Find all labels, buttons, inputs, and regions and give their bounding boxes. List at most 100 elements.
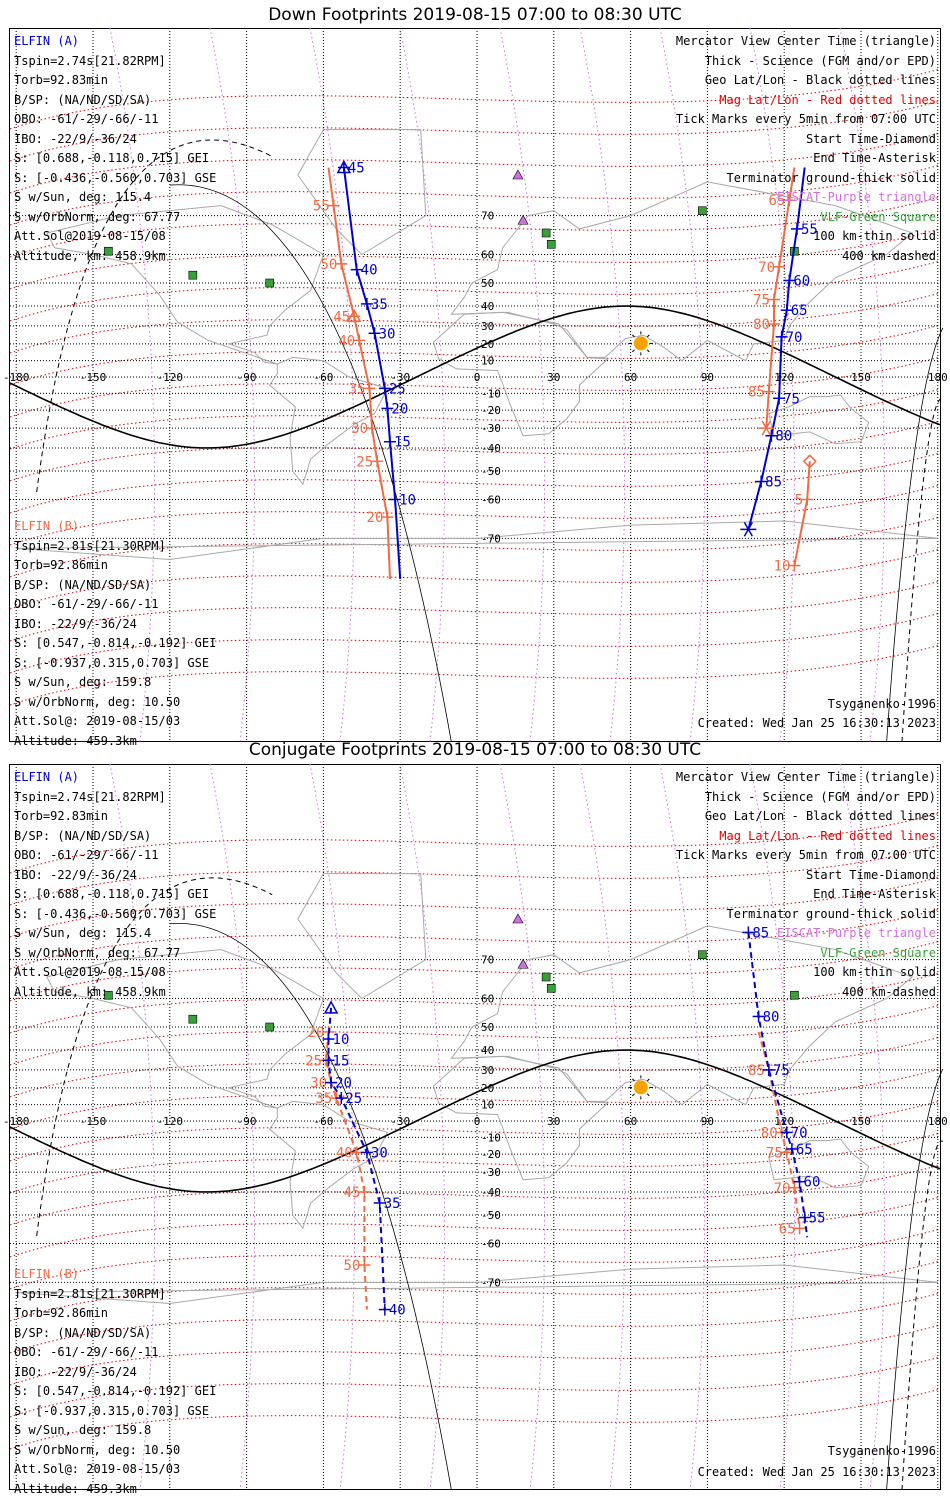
info-line: OBO: -61/-29/-66/-11	[14, 1345, 159, 1359]
lon-tick-label: -180	[3, 1115, 30, 1128]
info-line: Altitude, km: 458.9km	[14, 984, 166, 999]
lat-tick-label: 60	[481, 249, 494, 262]
tick-label: 45	[344, 1185, 361, 1201]
tick-label: 50	[320, 257, 337, 273]
mag-lat-line	[9, 100, 941, 162]
info-line: S w/OrbNorm, deg: 67.77	[14, 945, 181, 960]
info-line: S w/Sun, deg: 159.8	[14, 1423, 152, 1437]
info-line: S: [0.547,-0.814,-0.192] GEI	[14, 636, 217, 650]
vlf-square-icon	[790, 990, 799, 1000]
mag-lat-line	[9, 1164, 941, 1226]
tick-label: 45	[333, 309, 350, 325]
continent-outline	[46, 205, 325, 365]
mag-lat-line	[9, 876, 941, 938]
mag-lon-line	[499, 764, 546, 1490]
elfin-a-info-conjugate: ELFIN (A) Tspin=2.74s[21.82RPM] Torb=92.8…	[14, 768, 216, 1002]
info-line: OBO: -61/-29/-66/-11	[14, 597, 159, 611]
legend-item: Tick Marks every 5min from 07:00 UTC	[675, 112, 936, 126]
info-line: B/SP: (NA/ND/SD/SA)	[14, 92, 152, 107]
lon-tick-label: -120	[157, 1115, 184, 1128]
mag-lat-line	[9, 812, 941, 874]
tick-label: 85	[765, 475, 782, 491]
conjugate-footprint-map: -180 -150 -120 -90 -60 -30 0 30 60 90 120 150 180706…	[3, 764, 948, 1490]
terminator-line	[9, 305, 941, 449]
mag-lat-line	[9, 1100, 941, 1162]
info-line: Altitude, km: 458.9km	[14, 248, 166, 263]
elfin-b-info-down: ELFIN (B) Tspin=2.81s[21.30RPM] Torb=92.8…	[14, 517, 216, 751]
legend-item: Geo Lat/Lon - Black dotted lines	[704, 73, 936, 87]
sun-icon	[633, 336, 648, 351]
sun-ray	[646, 349, 650, 353]
sun-ray	[646, 1078, 650, 1082]
tick-label: 40	[336, 1145, 353, 1161]
lon-tick-label: 120	[774, 371, 794, 384]
lat-tick-label: -70	[481, 1276, 501, 1289]
elfin-a-info-down: ELFIN (A) Tspin=2.74s[21.82RPM] Torb=92.8…	[14, 32, 216, 266]
eiscat-triangle-icon	[512, 913, 524, 924]
vlf-square-icon	[104, 246, 113, 256]
mag-lon-line	[209, 28, 256, 742]
legend-item: Mag Lat/Lon - Red dotted lines	[719, 828, 936, 843]
info-line: Att.Sol@: 2019-08-15/03	[14, 714, 181, 728]
mag-grid	[9, 68, 941, 706]
continent-outline	[432, 311, 609, 437]
tick-label: 30	[310, 1076, 327, 1092]
lat-tick-label: 20	[481, 338, 494, 351]
map-frame	[9, 764, 941, 1490]
tick-label: 60	[793, 273, 810, 289]
tick-label: 75	[783, 391, 800, 407]
tick-label: 65	[791, 303, 808, 319]
lat-tick-label: 70	[481, 954, 494, 967]
continent-outline	[297, 873, 427, 1000]
legend-item: 100 km-thin solid	[813, 229, 936, 243]
lon-tick-label: 30	[547, 1115, 560, 1128]
mag-lat-line	[9, 452, 941, 514]
vlf-square-icon	[546, 240, 556, 249]
info-line: Tspin=2.74s[21.82RPM]	[14, 789, 166, 804]
vlf-square-icon	[541, 228, 551, 238]
info-line: Tspin=2.81s[21.30RPM]	[14, 1286, 166, 1301]
tick-label: 40	[338, 333, 355, 349]
terminator-400km-dashed	[36, 139, 273, 493]
mag-lat-line	[9, 844, 941, 906]
mag-lat-line	[9, 1356, 941, 1418]
info-line: S w/Sun, deg: 115.4	[14, 190, 152, 204]
eiscat-triangle-icon	[512, 169, 524, 180]
mag-lat-line	[9, 164, 941, 226]
mag-lat-line	[9, 68, 941, 130]
sun-ray	[632, 1078, 635, 1082]
lon-tick-label: 60	[624, 1115, 637, 1128]
continent-outline	[768, 394, 870, 445]
lon-tick-label: -90	[237, 371, 257, 384]
legend-item: Geo Lat/Lon - Black dotted lines	[704, 809, 936, 823]
mag-lat-line	[9, 1292, 941, 1354]
tick-label: 70	[791, 1125, 808, 1141]
mag-lon-line	[109, 764, 156, 1490]
info-line: Tspin=2.74s[21.82RPM]	[14, 53, 166, 68]
legend-item: Terminator ground-thick solid	[726, 170, 936, 185]
tick-label: 35	[371, 297, 388, 313]
lon-tick-label: -180	[3, 371, 30, 384]
tick-label: 65	[768, 193, 785, 209]
tick-label: 20	[391, 401, 408, 417]
info-line: IBO: -22/9/-36/24	[14, 867, 137, 882]
terminator-400km-dashed-east	[901, 398, 944, 742]
lon-tick-label: 150	[851, 371, 871, 384]
tick-label: 80	[775, 429, 792, 445]
info-line: S: [0.688,-0.118,0.715] GEI	[14, 887, 210, 901]
mag-lat-line	[9, 196, 941, 258]
tick-label: 15	[394, 435, 411, 451]
end-asterisk-icon	[743, 522, 754, 537]
tick-label: 70	[774, 1181, 791, 1197]
elfin-b-name: ELFIN (B)	[14, 519, 80, 533]
tick-label: 40	[361, 263, 378, 279]
mag-lat-line	[9, 356, 941, 418]
sun-ray	[632, 349, 635, 353]
elfin-b-track-start	[793, 461, 811, 566]
continent-outline	[768, 1138, 870, 1189]
sun-ray	[646, 334, 650, 338]
vlf-square-icon	[265, 1022, 274, 1032]
tick-label: 55	[809, 1211, 826, 1227]
tick-label: 85	[748, 385, 765, 401]
continent-outline	[268, 1100, 389, 1230]
